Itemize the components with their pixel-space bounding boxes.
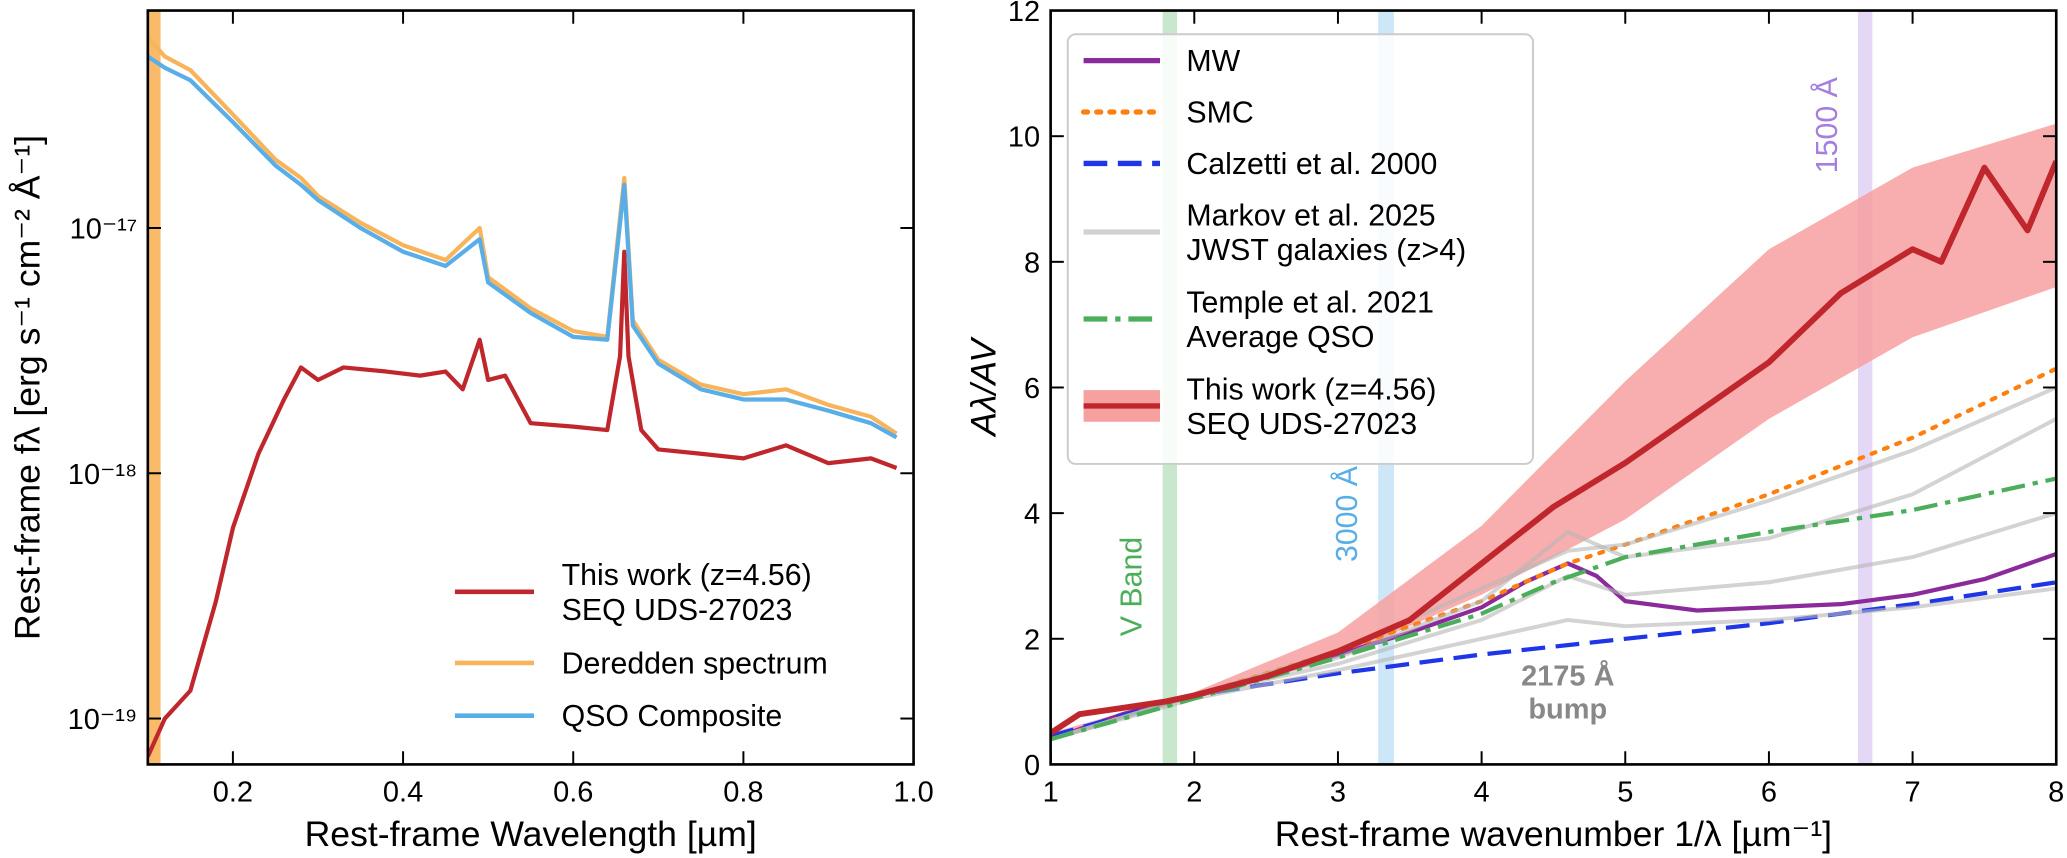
plot-area (1050, 10, 2057, 765)
x-tick-label: 0.8 (723, 776, 763, 808)
x-tick-label: 0.6 (553, 776, 593, 808)
series-line (147, 35, 898, 436)
series-line (1050, 160, 2057, 736)
y-tick-label: 0 (1024, 750, 1040, 782)
x-tick-label: 3 (1330, 776, 1346, 808)
y-tick-label: 12 (1008, 0, 1040, 28)
band-label: 1500 Å (1811, 76, 1844, 173)
legend-label: Temple et al. 2021 Average QSO (1186, 286, 1434, 354)
plot-area (147, 10, 898, 765)
series-line (147, 249, 898, 758)
y-tick-label: 10 (1008, 122, 1040, 154)
y-tick-label: 4 (1024, 499, 1040, 531)
y-tick-label: 10⁻¹⁸ (68, 459, 137, 491)
band-label: 3000 Å (1331, 465, 1364, 562)
x-axis-label: Rest-frame Wavelength [µm] (305, 814, 757, 854)
x-tick-label: 0.2 (213, 776, 253, 808)
legend-label: SMC (1186, 97, 1253, 130)
y-tick-label: 10⁻¹⁹ (68, 704, 138, 736)
y-tick-label: 6 (1024, 373, 1040, 405)
legend-frame (1066, 33, 1534, 465)
legend-label: This work (z=4.56) SEQ UDS-27023 (1186, 373, 1436, 441)
legend-label: This work (z=4.56) SEQ UDS-27023 (562, 559, 812, 627)
x-tick-label: 7 (1905, 776, 1921, 808)
x-tick-label: 0.4 (383, 776, 423, 808)
galaxy-curve (1050, 586, 2057, 742)
band (1857, 10, 1873, 765)
x-axis-label: Rest-frame wavenumber 1/λ [µm⁻¹] (1275, 814, 1832, 854)
x-tick-label: 1 (1043, 776, 1059, 808)
legend-label: Calzetti et al. 2000 (1186, 148, 1437, 181)
y-axis-label: Rest-frame fλ [erg s⁻¹ cm⁻² Å⁻¹] (8, 135, 48, 640)
x-tick-label: 1.0 (893, 776, 933, 808)
y-tick-label: 10⁻¹⁷ (70, 214, 138, 246)
axes-frame (146, 9, 915, 766)
x-tick-label: 6 (1761, 776, 1777, 808)
y-tick-label: 2 (1024, 624, 1040, 656)
band (147, 10, 161, 765)
y-axis-label: Aλ/AV (963, 336, 1003, 438)
legend-label: Markov et al. 2025 JWST galaxies (z>4) (1186, 199, 1466, 267)
legend-label: MW (1186, 45, 1240, 78)
legend-label: QSO Composite (562, 700, 783, 733)
x-tick-label: 2 (1186, 776, 1202, 808)
x-tick-label: 5 (1617, 776, 1633, 808)
x-tick-label: 8 (2048, 776, 2064, 808)
series-line (147, 54, 898, 440)
band-label: V Band (1116, 537, 1149, 636)
uncertainty-band (1050, 123, 2057, 737)
x-tick-label: 4 (1474, 776, 1490, 808)
y-tick-label: 8 (1024, 247, 1040, 279)
legend-label: Deredden spectrum (562, 647, 828, 680)
